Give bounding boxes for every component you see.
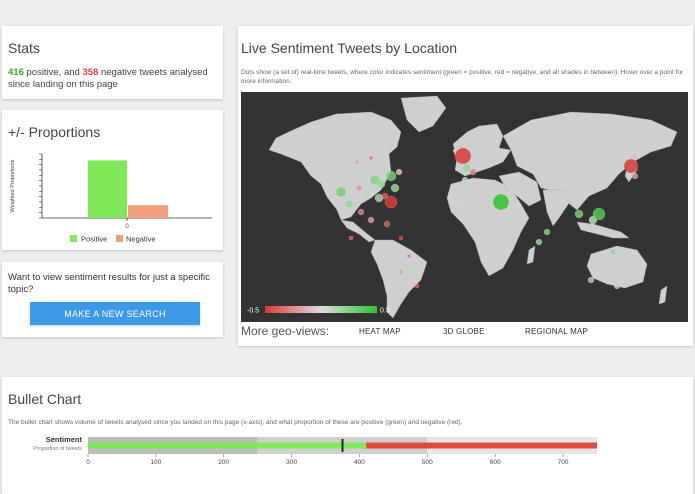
bullet-tick-label: 0 bbox=[86, 459, 90, 466]
tweet-dot[interactable] bbox=[587, 276, 595, 284]
tweet-dot[interactable] bbox=[406, 253, 412, 259]
tweet-dot[interactable] bbox=[543, 228, 551, 236]
tweet-dot[interactable] bbox=[354, 159, 360, 165]
tweet-dot[interactable] bbox=[592, 207, 606, 221]
land-australia bbox=[586, 245, 648, 289]
world-map[interactable]: -0.5 0.5 bbox=[241, 92, 688, 322]
bullet-description: The bullet chart shows volume of tweets … bbox=[8, 419, 463, 426]
negative-count: 358 bbox=[82, 67, 99, 78]
tweet-dot[interactable] bbox=[385, 170, 397, 182]
tweet-dot[interactable] bbox=[461, 176, 469, 184]
proportions-title: +/- Proportions bbox=[8, 124, 101, 140]
bullet-title: Bullet Chart bbox=[8, 391, 82, 407]
map-legend-bar bbox=[265, 306, 377, 313]
tweet-dot[interactable] bbox=[344, 199, 354, 209]
positive-count: 416 bbox=[8, 67, 24, 78]
stats-text-mid: positive, and bbox=[23, 67, 83, 78]
land-india bbox=[542, 189, 572, 227]
tweet-dot[interactable] bbox=[368, 155, 374, 161]
bullet-sublabel: Proportion of tweets bbox=[33, 446, 82, 452]
land-central-america bbox=[340, 219, 376, 243]
tweet-dot[interactable] bbox=[456, 201, 462, 207]
map-description: Dots show (a set of) real-time tweets, w… bbox=[241, 69, 684, 85]
bullet-positive-measure[interactable] bbox=[88, 442, 367, 449]
tweet-dot[interactable] bbox=[362, 189, 372, 199]
bullet-marker bbox=[341, 439, 344, 452]
tweet-dot[interactable] bbox=[357, 208, 365, 216]
map-card: Live Sentiment Tweets by Location Dots s… bbox=[238, 26, 693, 346]
bullet-tick-label: 700 bbox=[558, 459, 569, 466]
land-greenland bbox=[400, 95, 447, 133]
land-asia bbox=[502, 111, 678, 211]
tweet-dot[interactable] bbox=[348, 235, 354, 241]
bullet-chart: Sentiment Proportion of tweets 0 100 200 30… bbox=[33, 435, 597, 466]
tweet-dot[interactable] bbox=[469, 168, 477, 176]
stats-card: Stats 416 positive, and 358 negative twe… bbox=[2, 26, 223, 99]
proportions-x-tick-label: 0 bbox=[125, 224, 129, 230]
proportions-chart: Weighted Proportions 0 Positive Negative bbox=[10, 153, 212, 244]
tweet-dot[interactable] bbox=[376, 179, 386, 189]
proportions-ylabel: Weighted Proportions bbox=[10, 159, 16, 212]
tweet-dot[interactable] bbox=[384, 195, 398, 209]
tweet-dot[interactable] bbox=[335, 186, 347, 198]
tweet-dot[interactable] bbox=[383, 220, 391, 228]
tweet-dot[interactable] bbox=[507, 192, 515, 200]
bullet-tick-label: 500 bbox=[422, 459, 433, 466]
legend-swatch-negative bbox=[116, 235, 123, 242]
legend-label-positive: Positive bbox=[81, 235, 107, 244]
land-europe bbox=[452, 123, 512, 177]
land-new-zealand bbox=[658, 285, 668, 305]
land-north-america bbox=[268, 111, 402, 221]
tweet-dot[interactable] bbox=[398, 235, 404, 241]
heat-map-link[interactable]: HEAT MAP bbox=[359, 327, 401, 336]
map-legend-min: -0.5 bbox=[247, 308, 259, 315]
tweet-dot[interactable] bbox=[407, 266, 415, 274]
stats-summary: 416 positive, and 358 negative tweets an… bbox=[8, 67, 218, 91]
land-south-america bbox=[370, 239, 428, 319]
bullet-tick-label: 600 bbox=[490, 459, 501, 466]
search-question: Want to view sentiment results for just … bbox=[8, 272, 210, 295]
tweet-dot[interactable] bbox=[414, 283, 420, 289]
tweet-dot[interactable] bbox=[574, 209, 584, 219]
world-map-svg: -0.5 0.5 bbox=[247, 95, 678, 319]
tweet-dot[interactable] bbox=[374, 193, 384, 203]
new-search-button[interactable]: MAKE A NEW SEARCH bbox=[30, 302, 200, 325]
bullet-tick-label: 200 bbox=[218, 459, 229, 466]
proportions-card: +/- Proportions Weighted Proportions 0 P… bbox=[2, 110, 223, 250]
legend-swatch-positive bbox=[70, 235, 77, 242]
stats-title: Stats bbox=[8, 40, 40, 56]
tweet-dot[interactable] bbox=[454, 147, 472, 165]
tweet-dot[interactable] bbox=[398, 269, 404, 275]
tweet-dot[interactable] bbox=[535, 238, 543, 246]
tweet-dot[interactable] bbox=[609, 248, 617, 256]
legend-label-negative: Negative bbox=[126, 235, 156, 244]
search-card: Want to view sentiment results for just … bbox=[2, 262, 223, 337]
bullet-label: Sentiment bbox=[46, 435, 83, 444]
bullet-tick-label: 400 bbox=[354, 459, 365, 466]
tweet-dot[interactable] bbox=[462, 163, 472, 173]
tweet-dot[interactable] bbox=[631, 172, 639, 180]
tweet-dot[interactable] bbox=[355, 184, 363, 192]
map-legend-max: 0.5 bbox=[380, 308, 390, 315]
bullet-tick-label: 300 bbox=[286, 459, 297, 466]
tweet-dot[interactable] bbox=[367, 216, 375, 224]
bar-positive[interactable] bbox=[88, 160, 127, 218]
bullet-chart-card: Bullet Chart The bullet chart shows volu… bbox=[2, 377, 693, 494]
bar-negative[interactable] bbox=[128, 205, 168, 218]
tweet-dot[interactable] bbox=[390, 183, 400, 193]
land-indonesia bbox=[576, 221, 630, 239]
tweet-dot[interactable] bbox=[395, 168, 403, 176]
land-madagascar bbox=[526, 245, 536, 265]
tweet-dot[interactable] bbox=[623, 158, 639, 174]
tweet-dot[interactable] bbox=[613, 282, 621, 290]
stats-text-end: negative tweets analysed since landing o… bbox=[8, 67, 208, 90]
geo-views-label: More geo-views: bbox=[241, 324, 330, 338]
bullet-tick-label: 100 bbox=[150, 459, 161, 466]
3d-globe-link[interactable]: 3D GLOBE bbox=[443, 327, 485, 336]
map-title: Live Sentiment Tweets by Location bbox=[241, 40, 458, 56]
land-middle-east bbox=[498, 171, 542, 207]
tweet-dot[interactable] bbox=[492, 193, 510, 211]
regional-map-link[interactable]: REGIONAL MAP bbox=[525, 327, 589, 336]
